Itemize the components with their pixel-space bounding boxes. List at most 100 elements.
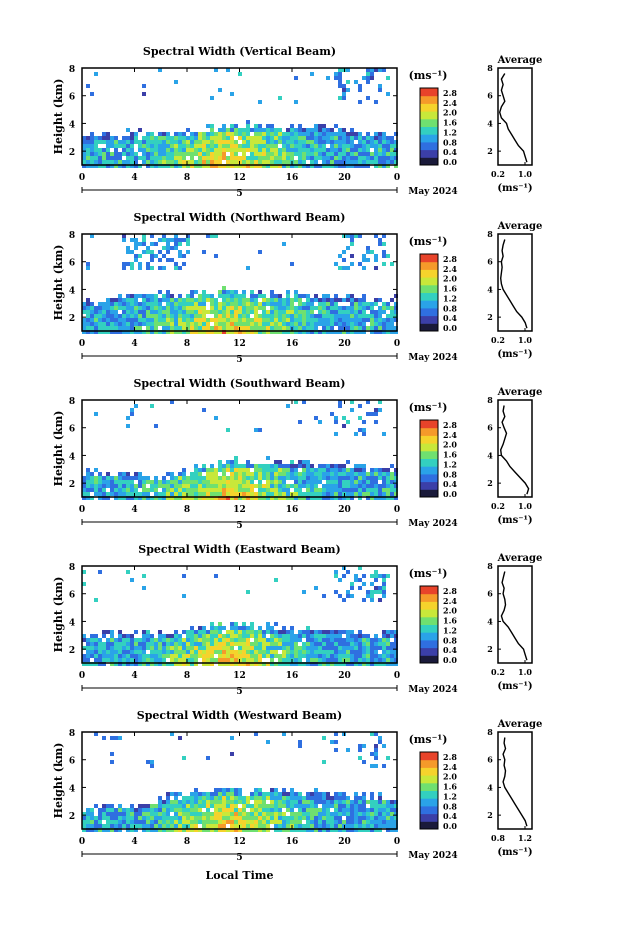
heatmap-cell <box>374 492 378 496</box>
heatmap-cell <box>230 314 234 318</box>
heatmap-cell <box>294 148 298 152</box>
heatmap-cell <box>330 298 334 302</box>
heatmap-cell <box>342 472 346 476</box>
heatmap-cell <box>242 658 246 662</box>
heatmap-cell <box>334 816 338 820</box>
heatmap-cell <box>294 310 298 314</box>
heatmap-cell <box>346 812 350 816</box>
heatmap-cell <box>226 302 230 306</box>
heatmap-cell <box>94 654 98 658</box>
heatmap-cell <box>126 424 130 428</box>
heatmap-cell <box>274 662 278 666</box>
heatmap-cell <box>314 322 318 326</box>
heatmap-cell <box>142 638 146 642</box>
heatmap-cell <box>154 650 158 654</box>
heatmap-cell <box>210 306 214 310</box>
heatmap-cell <box>142 654 146 658</box>
heatmap-cell <box>290 152 294 156</box>
heatmap-cell <box>370 480 374 484</box>
heatmap-cell <box>138 314 142 318</box>
heatmap-cell <box>246 472 250 476</box>
heatmap-cell <box>110 638 114 642</box>
heatmap-cell <box>182 262 186 266</box>
heatmap-cell <box>306 658 310 662</box>
heatmap-cell <box>150 156 154 160</box>
heatmap-cell <box>338 634 342 638</box>
heatmap-cell <box>134 476 138 480</box>
heatmap-cell <box>146 306 150 310</box>
heatmap-cell <box>114 148 118 152</box>
heatmap-cell <box>242 314 246 318</box>
heatmap-cell <box>286 796 290 800</box>
heatmap-cell <box>266 804 270 808</box>
x-axis-label: Local Time <box>206 869 274 882</box>
date-label: May 2024 <box>408 851 457 861</box>
heatmap-cell <box>126 828 130 832</box>
heatmap-cell <box>326 642 330 646</box>
heatmap-cell <box>354 164 358 168</box>
heatmap-cell <box>378 598 382 602</box>
heatmap-cell <box>294 468 298 472</box>
colorbar-frame <box>419 419 439 498</box>
heatmap-cell <box>346 164 350 168</box>
heatmap-cell <box>290 156 294 160</box>
heatmap-cell <box>114 654 118 658</box>
heatmap-cell <box>142 480 146 484</box>
heatmap-cell <box>170 496 174 500</box>
heatmap-cell <box>142 148 146 152</box>
heatmap-cell <box>206 820 210 824</box>
heatmap-cell <box>166 306 170 310</box>
heatmap-cell <box>110 824 114 828</box>
heatmap-cell <box>278 326 282 330</box>
colorbar-swatch <box>420 88 438 97</box>
heatmap-cell <box>214 492 218 496</box>
heatmap-cell <box>338 816 342 820</box>
heatmap-cell <box>314 650 318 654</box>
heatmap-cell <box>334 72 338 76</box>
heatmap-cell <box>214 828 218 832</box>
heatmap-cell <box>338 96 342 100</box>
heatmap-cell <box>366 476 370 480</box>
heatmap-cell <box>386 144 390 148</box>
heatmap-cell <box>346 420 350 424</box>
heatmap-cell <box>382 234 386 238</box>
heatmap-cell <box>386 492 390 496</box>
heatmap-cell <box>146 302 150 306</box>
heatmap-cell <box>214 322 218 326</box>
heatmap-cell <box>210 492 214 496</box>
heatmap-cell <box>138 306 142 310</box>
heatmap-cell <box>126 330 130 334</box>
heatmap-cell <box>198 164 202 168</box>
heatmap-cell <box>122 140 126 144</box>
heatmap-cell <box>138 242 142 246</box>
heatmap-cell <box>190 156 194 160</box>
heatmap-cell <box>290 132 294 136</box>
heatmap-cell <box>154 318 158 322</box>
heatmap-cell <box>362 330 366 334</box>
heatmap-cell <box>330 140 334 144</box>
heatmap-cell <box>182 646 186 650</box>
heatmap-cell <box>166 642 170 646</box>
heatmap-cell <box>142 160 146 164</box>
heatmap-cell <box>358 756 362 760</box>
heatmap-cell <box>202 330 206 334</box>
heatmap-cell <box>110 760 114 764</box>
heatmap-cell <box>126 650 130 654</box>
heatmap-cell <box>174 160 178 164</box>
heatmap-cell <box>154 646 158 650</box>
heatmap-cell <box>342 812 346 816</box>
heatmap-cell <box>282 642 286 646</box>
heatmap-cell <box>230 148 234 152</box>
heatmap-cell <box>330 740 334 744</box>
heatmap-cell <box>150 638 154 642</box>
heatmap-cell <box>382 468 386 472</box>
heatmap-cell <box>362 302 366 306</box>
heatmap-cell <box>222 298 226 302</box>
heatmap-cell <box>382 484 386 488</box>
heatmap-cell <box>250 160 254 164</box>
heatmap-cell <box>234 816 238 820</box>
heatmap-cell <box>110 152 114 156</box>
heatmap-cell <box>202 310 206 314</box>
heatmap-cell <box>282 302 286 306</box>
heatmap-cell <box>394 314 398 318</box>
